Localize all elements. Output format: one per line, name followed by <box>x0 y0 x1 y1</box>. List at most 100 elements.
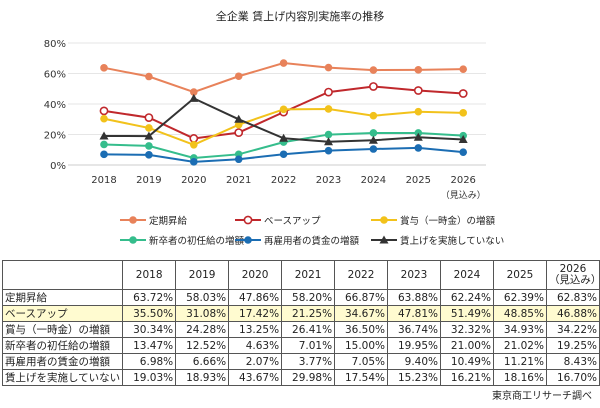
table-corner <box>1 260 124 290</box>
y-tick-label: 0% <box>50 161 66 172</box>
row-label: 新卒者の初任給の増額 <box>1 337 124 354</box>
table-cell: 62.24% <box>440 289 494 306</box>
chart-title: 全企業 賃上げ内容別実施率の推移 <box>215 10 385 23</box>
table-cell: 8.43% <box>545 353 600 370</box>
data-point <box>369 66 378 74</box>
data-point <box>279 133 289 142</box>
table-cell: 21.25% <box>281 305 336 322</box>
data-point <box>145 151 153 159</box>
table-cell: 7.01% <box>281 337 336 354</box>
x-tick-label: 2026 <box>450 175 475 186</box>
table-cell: 29.98% <box>281 369 336 386</box>
table-cell: 21.00% <box>440 337 494 354</box>
data-point <box>459 65 468 73</box>
table-cell: 11.21% <box>492 353 547 370</box>
table-cell: 17.54% <box>334 369 389 386</box>
table-cell: 63.88% <box>387 289 441 306</box>
data-point <box>190 158 198 166</box>
table-row: 新卒者の初任給の増額 13.47% 12.52% 4.63% 7.01% 15.00% 19… <box>1 337 600 354</box>
table-cell: 58.20% <box>281 289 336 306</box>
data-point <box>459 109 468 117</box>
legend-item: 定期昇給 <box>120 213 187 227</box>
data-point <box>279 150 288 159</box>
table-header-cell: 2019 <box>175 260 230 290</box>
data-point <box>234 114 244 123</box>
data-point <box>368 135 378 144</box>
data-point <box>234 120 243 129</box>
table-cell: 35.50% <box>122 305 177 322</box>
legend-marker <box>129 236 137 244</box>
x-tick-label: 2023 <box>316 175 341 186</box>
legend-item: 賃上げを実施していない <box>371 233 504 247</box>
data-point <box>369 111 378 120</box>
table-cell: 47.86% <box>228 289 283 306</box>
header-note: （見込み） <box>548 274 600 286</box>
row-label: 賃上げを実施していない <box>1 369 124 386</box>
data-table: 2018 2019 2020 2021 2022 2023 2024 2025 2026 （見込み… <box>1 260 600 386</box>
table-cell: 36.74% <box>387 321 441 338</box>
data-point <box>414 107 423 116</box>
table-cell: 2.07% <box>228 353 283 370</box>
data-point <box>144 113 154 123</box>
data-point <box>100 114 108 123</box>
legend-swatch <box>120 216 146 224</box>
legend-swatch <box>235 236 261 244</box>
table-header-cell: 2023 <box>387 260 441 290</box>
legend-label: 賃上げを実施していない <box>400 236 505 247</box>
data-point <box>324 137 333 146</box>
x-tick-label: 2022 <box>271 175 296 186</box>
data-point <box>99 106 109 116</box>
data-point <box>369 145 378 153</box>
data-point <box>368 82 378 91</box>
data-point <box>145 124 153 132</box>
x-tick-label: 2018 <box>91 175 116 186</box>
data-point <box>279 59 288 67</box>
row-label: 再雇用者の賃金の増額 <box>1 353 124 370</box>
legend-marker <box>380 216 388 224</box>
data-point <box>324 146 333 155</box>
table-cell: 24.28% <box>175 321 230 338</box>
data-point <box>190 140 198 149</box>
table-cell: 63.72% <box>122 289 177 306</box>
table-cell: 62.83% <box>545 289 600 306</box>
legend-label: ベースアップ <box>264 216 321 227</box>
table-cell: 48.85% <box>492 305 547 322</box>
table-cell: 12.52% <box>175 337 230 354</box>
table-cell: 32.32% <box>440 321 494 338</box>
legend-marker <box>379 235 389 244</box>
x-tick-label: 2020 <box>181 175 206 186</box>
table-cell: 34.22% <box>545 321 600 338</box>
legend-swatch <box>120 236 146 244</box>
legend-marker <box>129 216 137 224</box>
table-header-row: 2018 2019 2020 2021 2022 2023 2024 2025 2026 （見込み… <box>1 260 600 290</box>
legend-item: 賞与（一時金）の増額 <box>371 213 495 227</box>
table-cell: 51.49% <box>440 305 494 322</box>
table-row: 賃上げを実施していない 19.03% 18.93% 43.67% 29.98% 17.54… <box>1 369 600 386</box>
table-row: 賞与（一時金）の増額 30.34% 24.28% 13.25% 26.41% 36.50%… <box>1 321 600 338</box>
table-cell: 16.21% <box>440 369 494 386</box>
table-cell: 19.25% <box>545 337 600 354</box>
data-point <box>458 89 468 98</box>
table-cell: 6.66% <box>175 353 230 370</box>
legend-label: 定期昇給 <box>149 216 188 227</box>
table-cell: 36.50% <box>334 321 389 338</box>
table-cell: 58.03% <box>175 289 230 306</box>
data-point <box>324 130 333 139</box>
data-point <box>369 129 378 137</box>
legend-item: ベースアップ <box>235 213 321 227</box>
data-point <box>99 131 109 140</box>
table-header-cell: 2025 <box>492 260 547 290</box>
table-row: ベースアップ 35.50% 31.08% 17.42% 21.25% 34.67% 47.8… <box>1 305 600 322</box>
table-cell: 15.23% <box>387 369 441 386</box>
data-point <box>189 134 199 143</box>
table-cell: 16.70% <box>545 369 600 386</box>
table-cell: 43.67% <box>228 369 283 386</box>
data-point <box>279 105 288 114</box>
series-line <box>103 62 464 94</box>
row-label: 定期昇給 <box>1 289 124 306</box>
data-point <box>100 140 108 149</box>
data-point <box>234 155 243 164</box>
x-tick-note: （見込み） <box>441 190 486 201</box>
data-point <box>189 93 199 102</box>
legend-item: 新卒者の初任給の増額 <box>120 233 244 247</box>
